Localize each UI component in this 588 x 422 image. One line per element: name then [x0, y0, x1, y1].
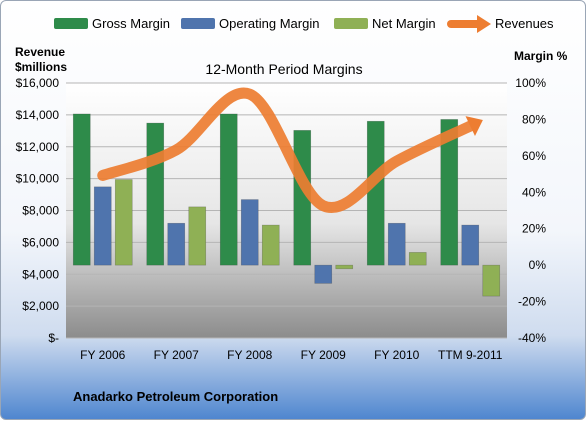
y-left-label-line1: Revenue	[15, 45, 65, 59]
y-left-ticks: $- $2,000 $4,000 $6,000 $8,000 $10,000 $12,000…	[16, 76, 60, 345]
net-margin-bar	[482, 264, 501, 297]
operating-margin-bar	[314, 264, 333, 284]
y-left-tick-label: $14,000	[16, 108, 60, 122]
y-right-tick-label: 20%	[522, 222, 546, 236]
y-left-label-line2: $millions	[15, 60, 67, 74]
y-right-ticks: -40% -20% 0% 20% 40% 60% 80% 100%	[515, 76, 546, 345]
gross-margin-bar	[366, 120, 385, 266]
legend-swatch-gross	[54, 18, 88, 29]
net-margin-bar	[408, 252, 427, 266]
y-left-tick-label: $-	[48, 331, 59, 345]
legend-label-gross: Gross Margin	[92, 16, 170, 31]
legend-label-operating: Operating Margin	[219, 16, 319, 31]
y-left-tick-label: $10,000	[16, 172, 60, 186]
operating-margin-bar	[93, 186, 112, 266]
revenue-line	[97, 87, 483, 213]
operating-margin-bar	[461, 224, 480, 266]
legend-arrowhead-revenues	[477, 15, 491, 33]
legend-label-net: Net Margin	[372, 16, 436, 31]
y-right-tick-label: -20%	[518, 295, 546, 309]
y-right-tick-label: 0%	[529, 258, 547, 272]
y-right-tick-label: 100%	[515, 76, 546, 90]
gross-margin-bar	[72, 113, 91, 266]
gross-margin-bar	[219, 113, 238, 266]
x-tick-label: FY 2010	[374, 348, 419, 362]
y-left-tick-label: $2,000	[22, 299, 59, 313]
x-tick-label: FY 2009	[301, 348, 346, 362]
net-margin-bar	[335, 264, 354, 270]
y-right-tick-label: 60%	[522, 149, 546, 163]
chart-title: 12-Month Period Margins	[205, 61, 362, 77]
operating-margin-bar	[167, 222, 186, 266]
net-margin-bar	[114, 179, 133, 266]
y-left-tick-label: $16,000	[16, 76, 60, 90]
revenue-line-arrowhead	[465, 116, 483, 136]
gridlines	[66, 82, 507, 339]
operating-margin-bar	[240, 199, 259, 266]
y-left-tick-label: $6,000	[22, 235, 59, 249]
company-name: Anadarko Petroleum Corporation	[73, 389, 279, 404]
net-margin-bar	[261, 224, 280, 266]
y-right-tick-label: 40%	[522, 185, 546, 199]
legend: Gross Margin Operating Margin Net Margin…	[54, 15, 554, 33]
gross-margin-bar	[146, 122, 165, 266]
legend-swatch-operating	[181, 18, 215, 29]
revenue-line-path	[97, 87, 476, 213]
x-ticks: FY 2006 FY 2007 FY 2008 FY 2009 FY 2010 TTM 9…	[80, 348, 503, 362]
operating-margin-bar	[387, 222, 406, 266]
legend-label-revenues: Revenues	[495, 16, 554, 31]
y-left-tick-label: $4,000	[22, 267, 59, 281]
legend-swatch-net	[334, 18, 368, 29]
x-tick-label: FY 2008	[227, 348, 272, 362]
y-left-tick-label: $8,000	[22, 204, 59, 218]
net-margin-bar	[188, 206, 207, 266]
gross-margin-bar	[440, 119, 459, 266]
x-tick-label: FY 2006	[80, 348, 125, 362]
y-right-tick-label: 80%	[522, 112, 546, 126]
y-right-tick-label: -40%	[518, 331, 546, 345]
y-right-label: Margin %	[514, 49, 568, 63]
y-left-tick-label: $12,000	[16, 140, 60, 154]
x-tick-label: TTM 9-2011	[438, 348, 503, 362]
x-tick-label: FY 2007	[154, 348, 199, 362]
